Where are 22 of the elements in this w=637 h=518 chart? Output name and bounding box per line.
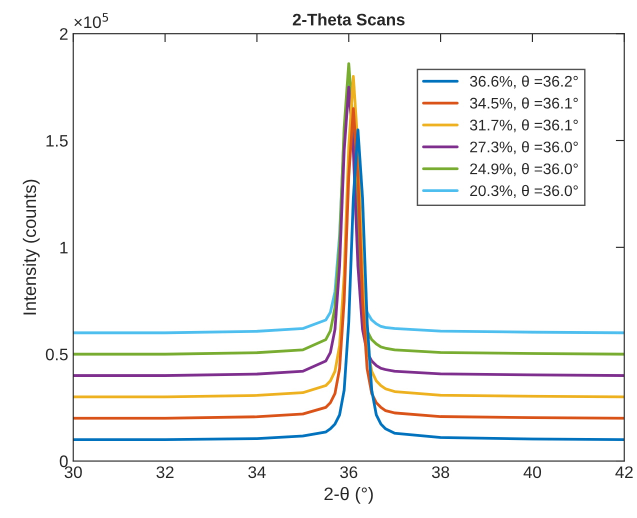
x-axis-title: 2-θ (°) [324, 486, 373, 504]
legend-label: 36.6%, θ =36.2° [470, 76, 578, 89]
y-axis-title: Intensity (counts) [22, 180, 40, 314]
legend-label: 24.9%, θ =36.0° [470, 163, 578, 176]
legend-label: 27.3%, θ =36.0° [470, 141, 578, 154]
x-tick-label: 38 [432, 466, 450, 478]
x-tick-label: 34 [248, 466, 266, 478]
x-tick-label: 36 [340, 466, 358, 478]
x-tick-label: 42 [615, 466, 633, 478]
x-tick-label: 40 [524, 466, 542, 478]
legend-label: 31.7%, θ =36.1° [470, 119, 578, 132]
y-tick-label: 0.5 [46, 348, 68, 360]
text: ×10$^{5}$ [74, 13, 108, 28]
y-tick-label: 1 [60, 242, 68, 254]
y-tick-label: 2 [60, 28, 68, 40]
y-tick-label: 0 [60, 455, 68, 468]
chart-title: 2-Theta Scans [292, 13, 405, 26]
y-tick-label: 1.5 [46, 135, 68, 147]
x-tick-label: 30 [64, 466, 82, 478]
x-tick-label: 32 [156, 466, 174, 478]
legend-label: 20.3%, θ =36.0° [470, 184, 578, 198]
legend-label: 34.5%, θ =36.1° [470, 97, 578, 110]
